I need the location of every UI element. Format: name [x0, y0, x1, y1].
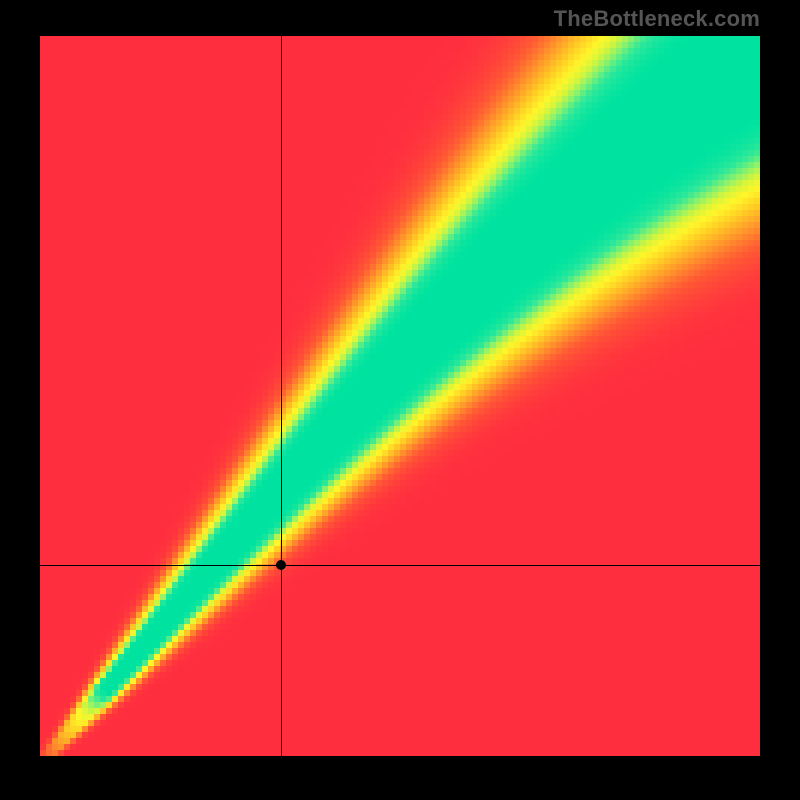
- watermark-text: TheBottleneck.com: [554, 6, 760, 32]
- crosshair-horizontal: [40, 565, 760, 566]
- heatmap-canvas: [40, 36, 760, 756]
- chart-container: TheBottleneck.com: [0, 0, 800, 800]
- plot-area: [40, 36, 760, 756]
- data-point-marker: [276, 560, 286, 570]
- crosshair-vertical: [281, 36, 282, 756]
